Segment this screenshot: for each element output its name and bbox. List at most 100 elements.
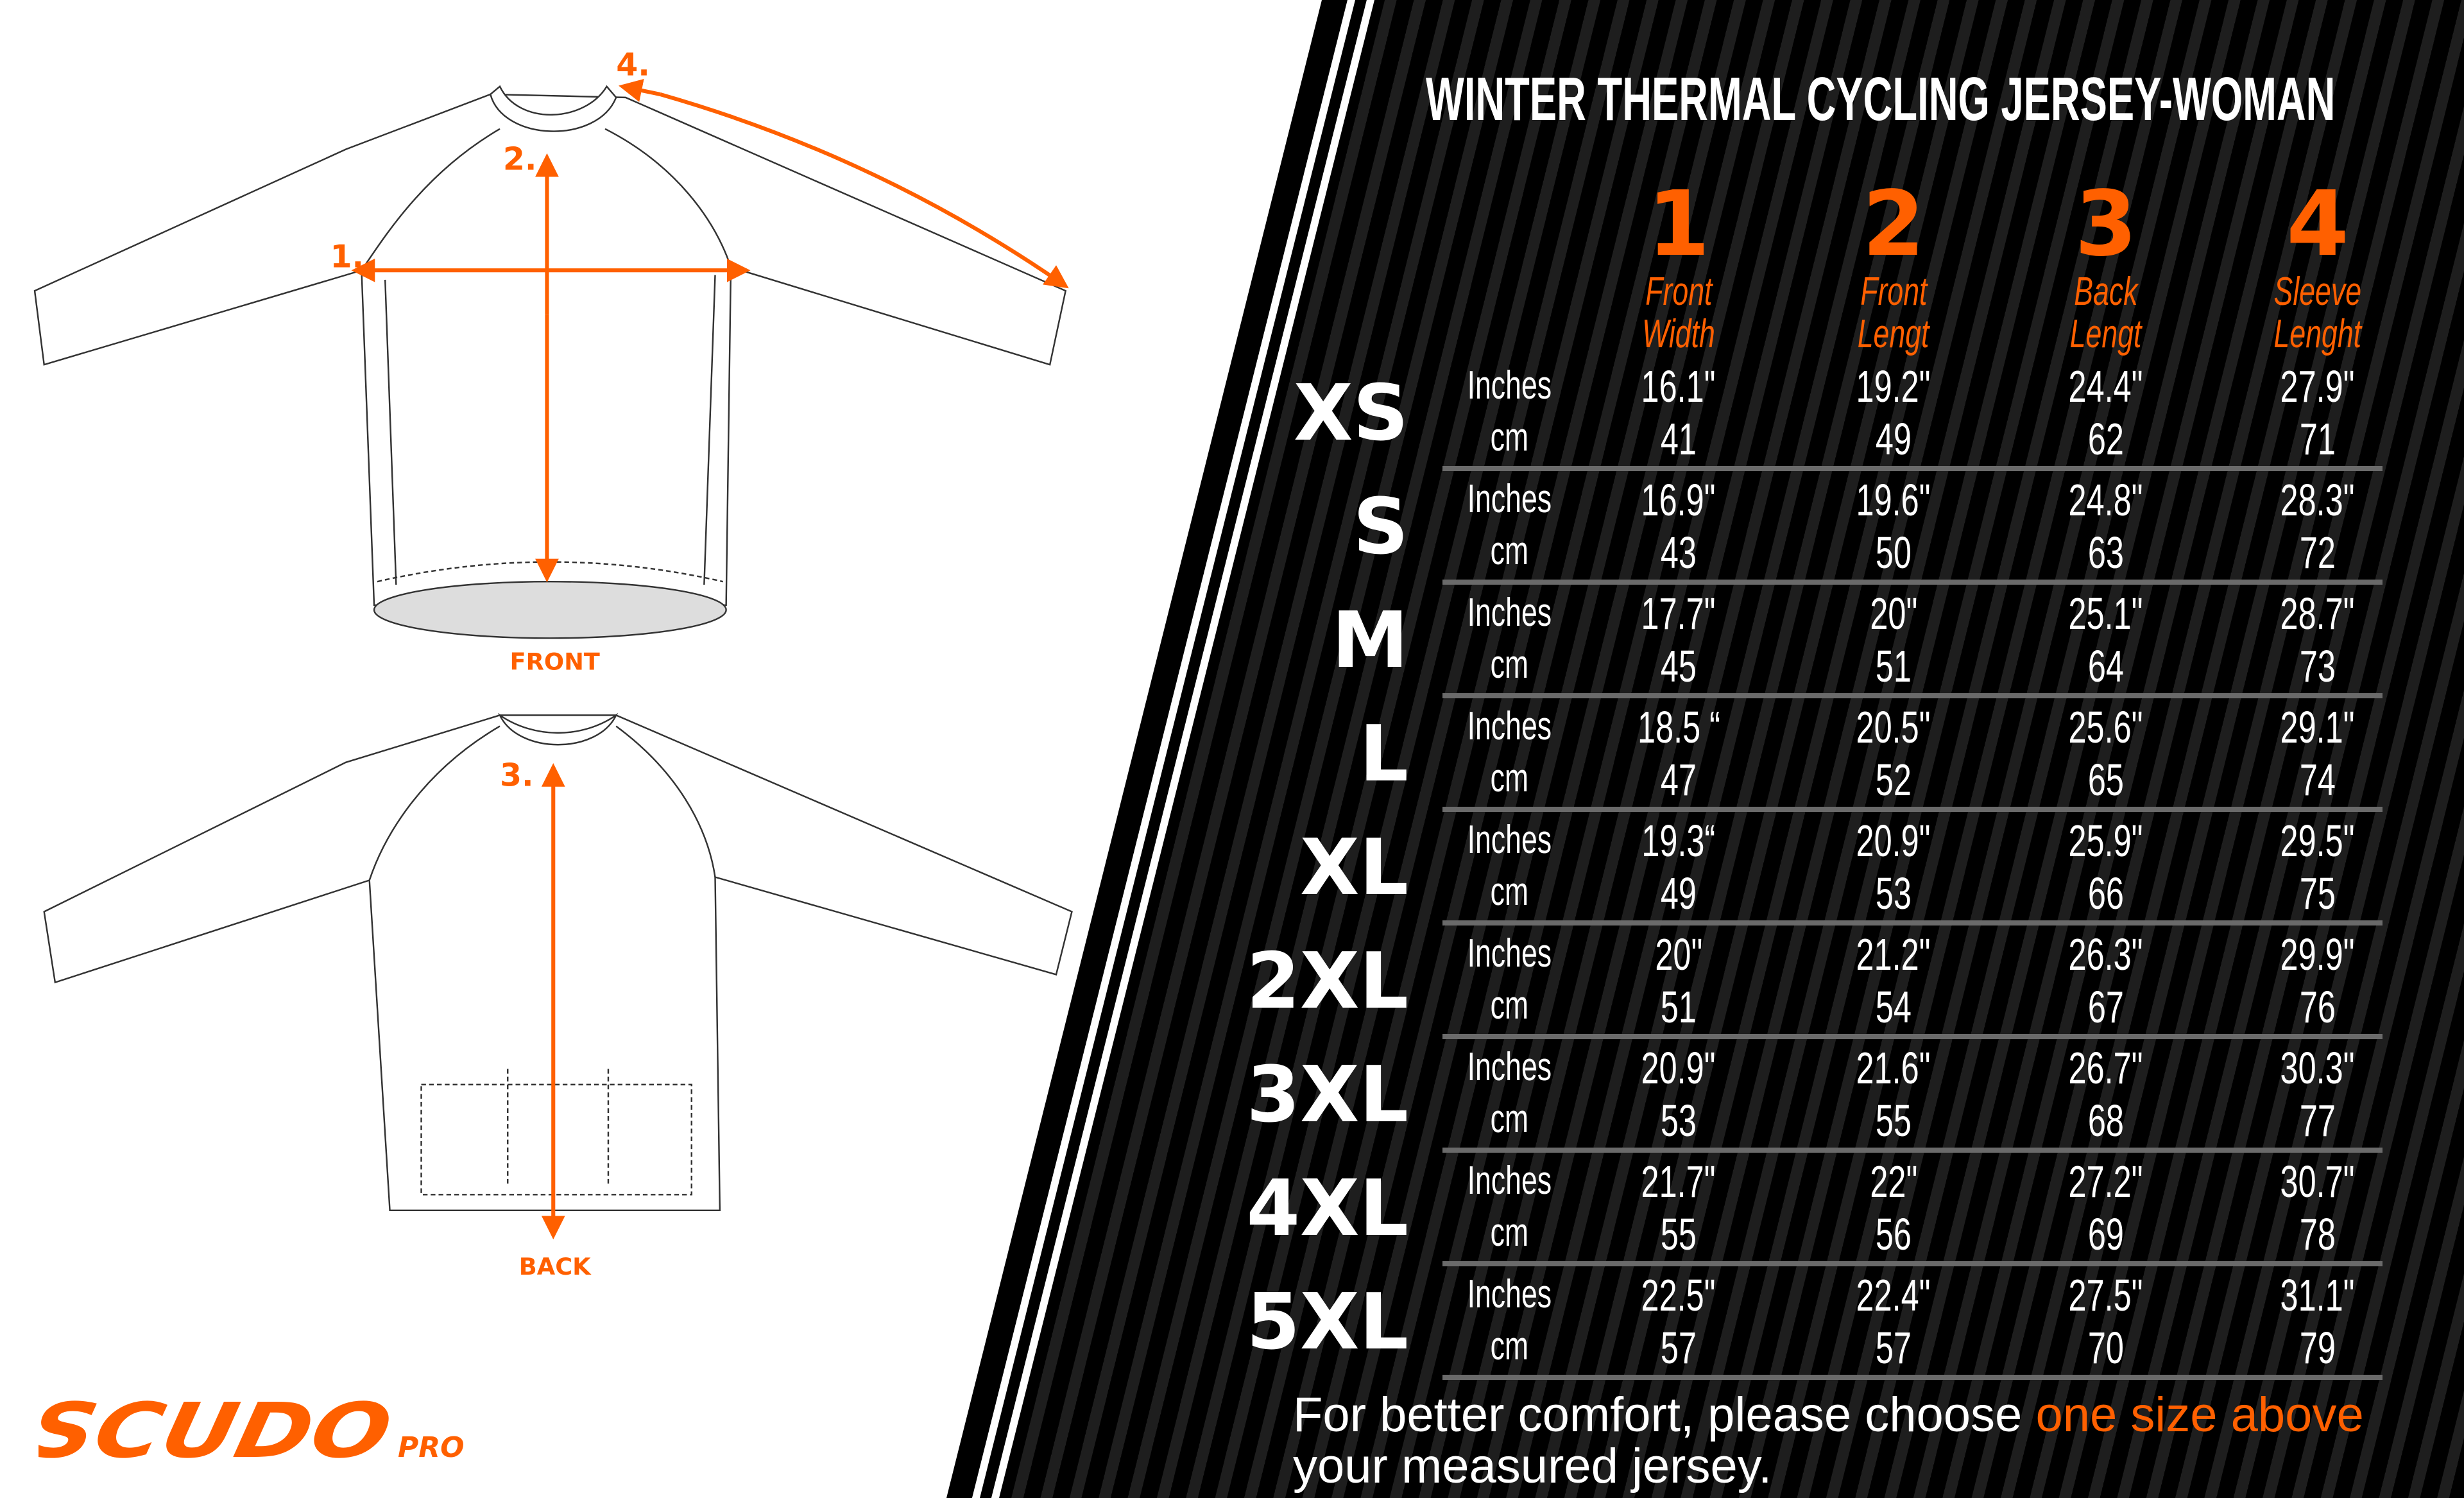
marker-4: 4. [616,47,650,83]
inches-value: 18.5 “ [1582,702,1775,753]
inches-value-text: 31.1" [2280,1270,2355,1320]
inches-value-text: 29.5" [2280,816,2355,866]
inches-value: 29.5" [2221,815,2414,866]
unit-cm-text: cm [1490,756,1528,800]
cm-value: 43 [1582,527,1775,578]
inches-value-text: 21.2" [1856,929,1931,979]
unit-cm-text: cm [1490,1324,1528,1368]
cm-value: 41 [1582,413,1775,465]
cm-value-text: 55 [1660,1209,1697,1259]
marker-3: 3. [500,757,534,794]
unit-inches-text: Inches [1467,1272,1552,1316]
inches-value-text: 16.9" [1641,475,1716,525]
marker-2: 2. [503,141,537,178]
column-header: Front Width [1582,271,1775,356]
cm-value: 57 [1582,1322,1775,1373]
inches-value: 31.1" [2221,1270,2414,1321]
column-header-line: Front [1645,270,1713,314]
column-header: Sleeve Lenght [2221,271,2414,356]
unit-cm: cm [1432,983,1586,1029]
front-label: FRONT [510,648,600,675]
size-label: L [1359,710,1408,799]
inches-value-text: 27.9" [2280,361,2355,411]
page-title: WINTER THERMAL CYCLING JERSEY-WOMAN [1426,65,2336,133]
inches-value: 21.2" [1797,929,1990,980]
inches-value-text: 17.7" [1641,589,1716,639]
cm-value: 71 [2221,413,2414,465]
inches-value: 19.6" [1797,474,1990,526]
column-header-line: Width [1642,312,1715,356]
cm-value-text: 73 [2299,641,2336,691]
column-header-line: Lengt [1858,312,1929,356]
row-divider [1442,693,2383,698]
inches-value-text: 16.1" [1641,361,1716,411]
svg-text:PRO: PRO [398,1431,465,1464]
unit-inches: Inches [1432,590,1586,636]
inches-value-text: 20.5" [1856,702,1931,752]
inches-value-text: 30.3" [2280,1043,2355,1093]
unit-cm-text: cm [1490,415,1528,460]
cm-value: 45 [1582,641,1775,692]
column-number: 4 [2286,172,2349,277]
inches-value: 20.5" [1797,702,1990,753]
cm-value-text: 65 [2087,755,2125,805]
size-label: XS [1294,369,1408,458]
unit-inches: Inches [1432,476,1586,522]
cm-value-text: 78 [2299,1209,2336,1259]
cm-value: 72 [2221,527,2414,578]
inches-value: 28.3" [2221,474,2414,526]
front-arrows [351,78,1069,583]
column-header-line: Lengt [2070,312,2142,356]
cm-value-text: 69 [2087,1209,2125,1259]
inches-value-text: 19.3“ [1641,816,1716,866]
footer-text: For better comfort, please choose [1293,1388,2036,1442]
cm-value-text: 49 [1875,414,1912,464]
unit-inches-text: Inches [1467,590,1552,635]
size-label: 3XL [1246,1051,1408,1140]
column-number: 1 [1647,172,1710,277]
unit-inches: Inches [1432,931,1586,977]
cm-value: 52 [1797,754,1990,805]
column-number: 3 [2075,172,2137,277]
cm-value: 68 [2010,1095,2202,1146]
footer-highlight: one size above [2035,1388,2364,1442]
inches-value: 30.3" [2221,1042,2414,1094]
inches-value-text: 18.5 “ [1637,702,1720,752]
cm-value-text: 57 [1660,1323,1697,1373]
cm-value: 50 [1797,527,1990,578]
cm-value: 51 [1582,981,1775,1033]
cm-value: 47 [1582,754,1775,805]
cm-value: 63 [2010,527,2202,578]
inches-value: 28.7" [2221,588,2414,639]
cm-value-text: 51 [1875,641,1912,691]
cm-value-text: 54 [1875,982,1912,1032]
inches-value-text: 20" [1655,929,1702,979]
scudo-pro-logo: SCUDO PRO [38,1393,465,1476]
inches-value: 27.2" [2010,1156,2202,1207]
cm-value-text: 53 [1875,868,1912,918]
inches-value-text: 26.3" [2069,929,2143,979]
cm-value-text: 53 [1660,1096,1697,1146]
inches-value-text: 22.5" [1641,1270,1716,1320]
row-divider [1442,580,2383,585]
inches-value: 27.5" [2010,1270,2202,1321]
inches-value: 24.4" [2010,361,2202,412]
inches-value-text: 22.4" [1856,1270,1931,1320]
inches-value: 16.1" [1582,361,1775,412]
unit-cm-text: cm [1490,983,1528,1028]
unit-inches: Inches [1432,363,1586,409]
cm-value-text: 55 [1875,1096,1912,1146]
inches-value-text: 29.9" [2280,929,2355,979]
inches-value-text: 28.3" [2280,475,2355,525]
unit-cm: cm [1432,528,1586,574]
cm-value-text: 75 [2299,868,2336,918]
inches-value: 19.3“ [1582,815,1775,866]
cm-value: 55 [1582,1209,1775,1260]
cm-value-text: 74 [2299,755,2336,805]
inches-value-text: 30.7" [2280,1157,2355,1207]
unit-cm: cm [1432,1323,1586,1370]
row-divider [1442,1148,2383,1153]
column-header-row: Width [1582,313,1775,356]
unit-cm-text: cm [1490,642,1528,687]
unit-cm-text: cm [1490,529,1528,573]
